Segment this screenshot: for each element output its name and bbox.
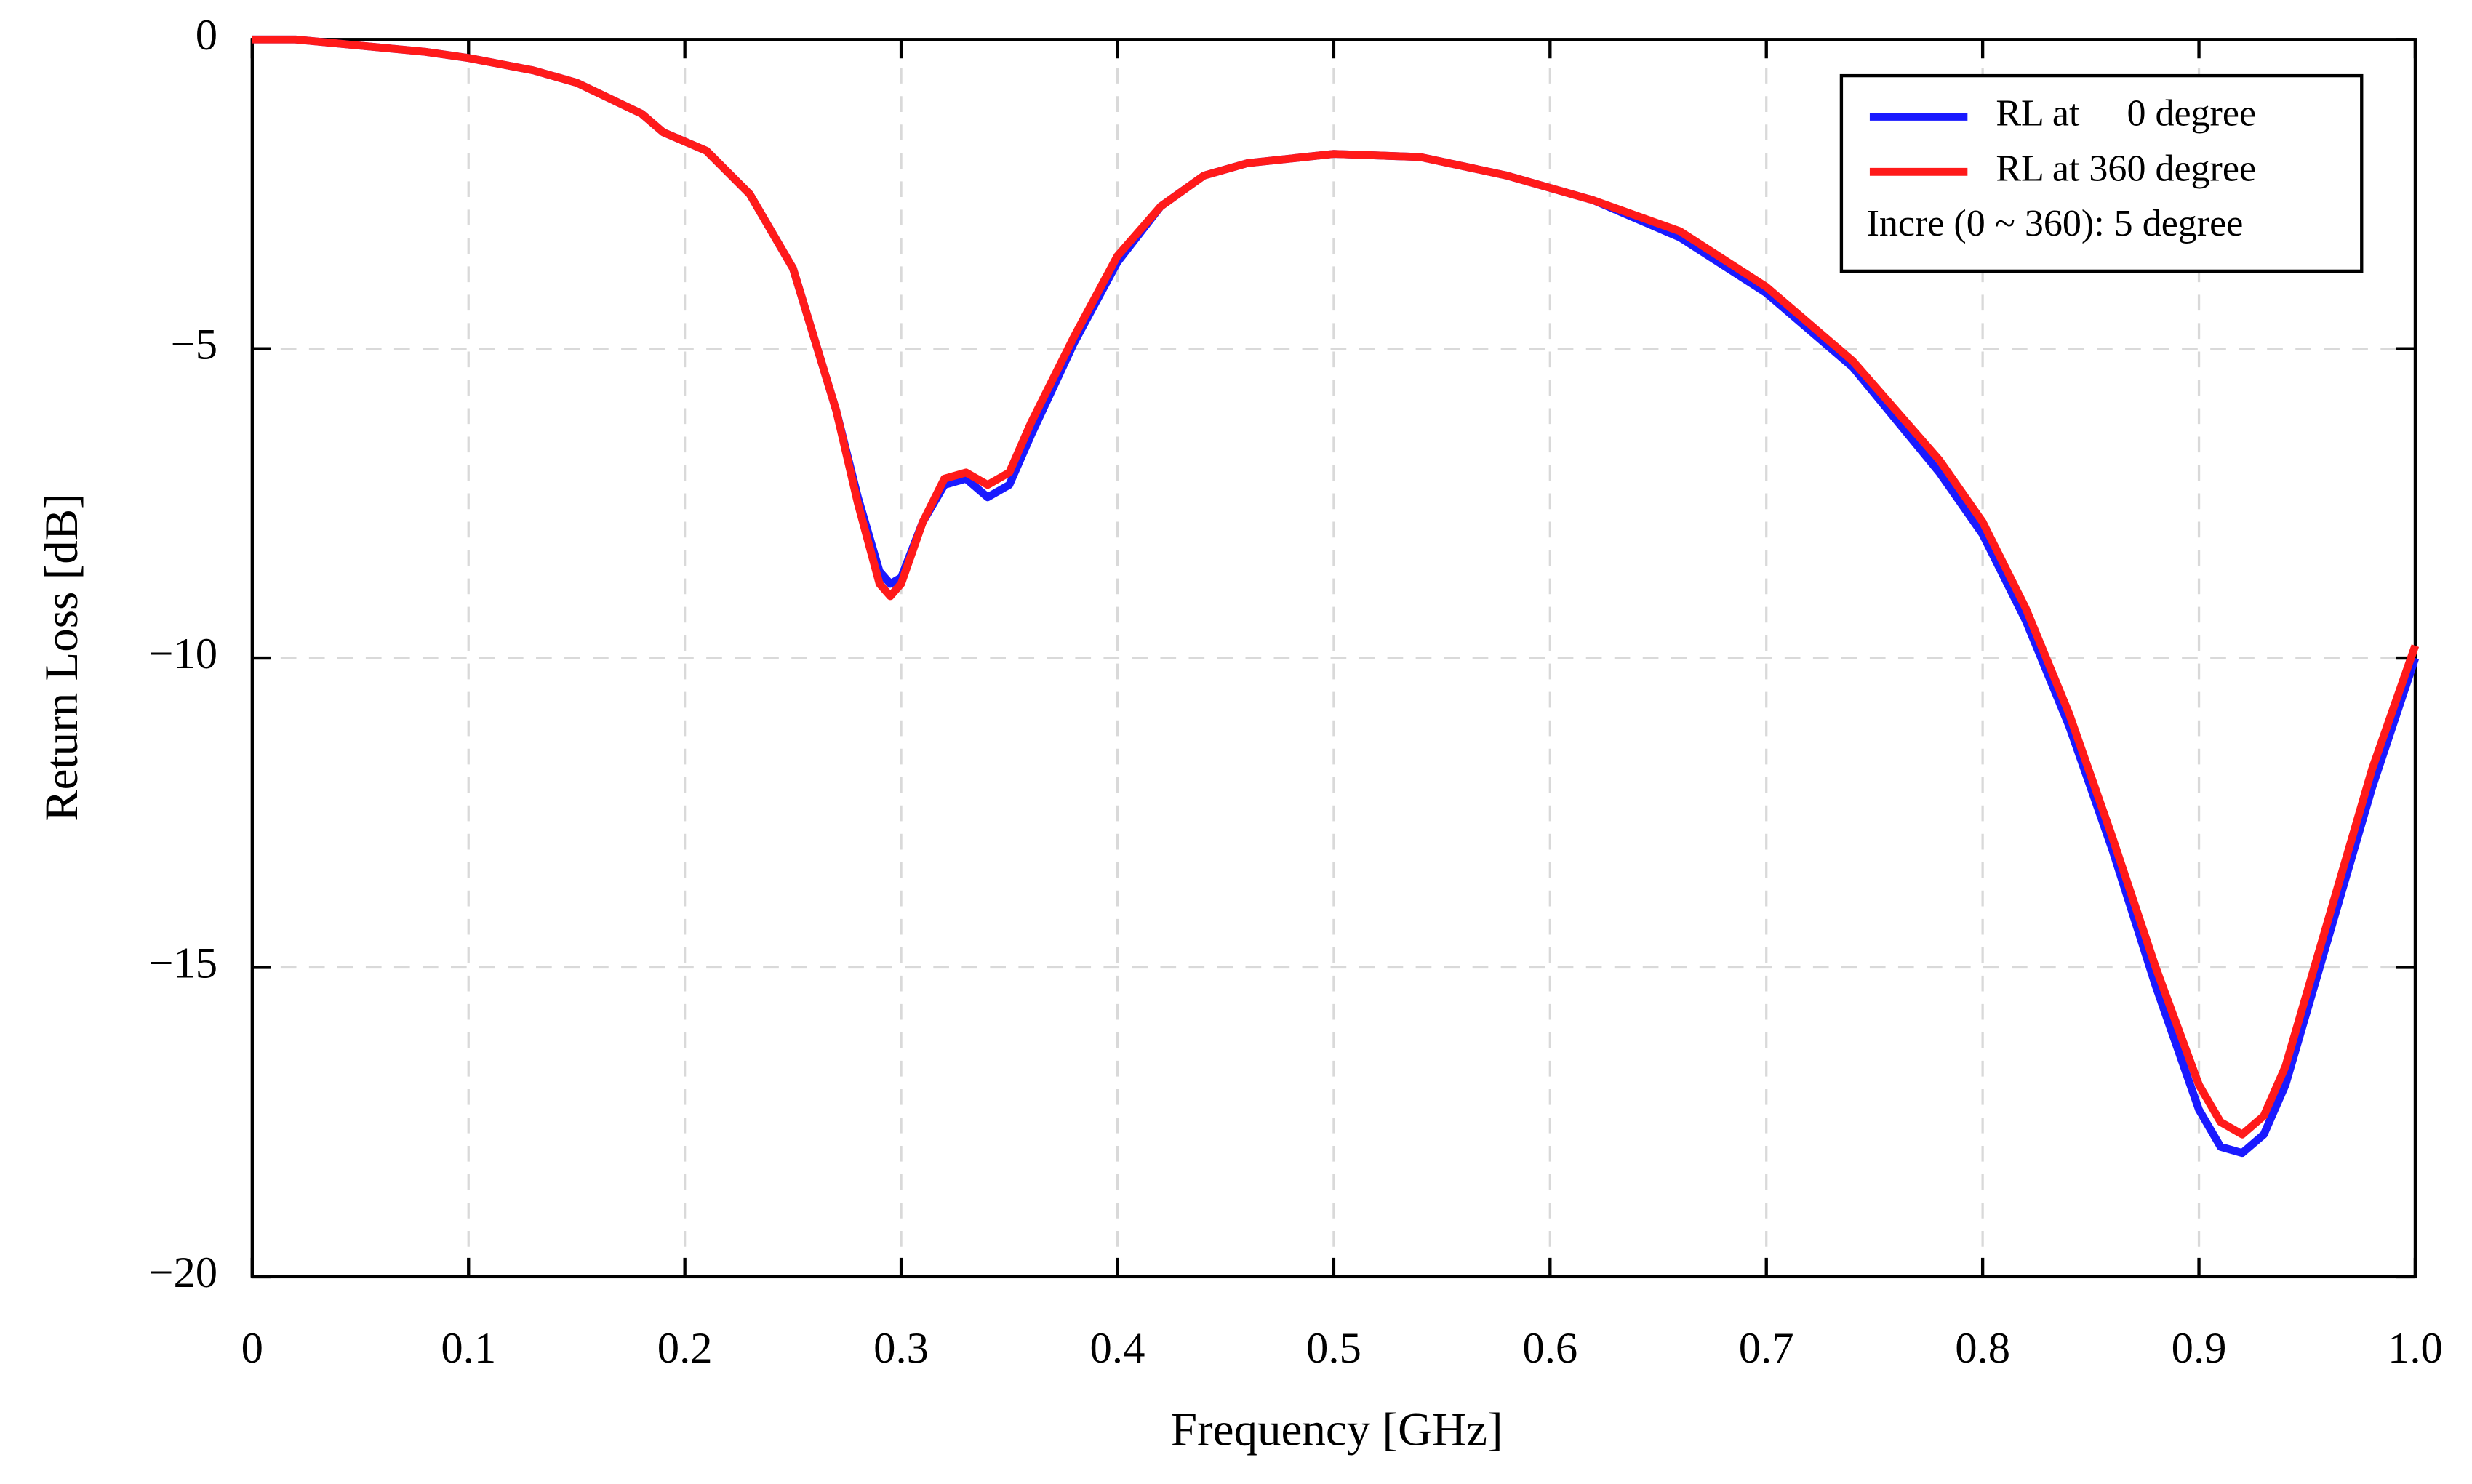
y-tick-label: 0 <box>196 11 217 60</box>
x-tick-label: 0.2 <box>657 1324 713 1373</box>
y-tick-label: −5 <box>171 321 218 369</box>
x-tick-label: 1.0 <box>2388 1324 2443 1373</box>
x-axis-label: Frequency [GHz] <box>1171 1404 1503 1456</box>
x-tick-label: 0.8 <box>1955 1324 2010 1373</box>
x-tick-label: 0.4 <box>1090 1324 1145 1373</box>
x-tick-label: 0.5 <box>1306 1324 1361 1373</box>
x-tick-label: 0.3 <box>873 1324 929 1373</box>
y-tick-label: −20 <box>148 1248 217 1297</box>
legend-label: RL at 0 degree <box>1996 92 2256 134</box>
y-tick-label: −10 <box>148 630 217 678</box>
series-line <box>252 35 2420 1139</box>
annotation: Incre (0 ~ 360): 5 degree <box>1867 203 2244 244</box>
x-tick-label: 0.6 <box>1522 1324 1577 1373</box>
legend: RL at 0 degree RL at 360 degree Incre (0 ~… <box>1839 73 2364 273</box>
x-tick-label: 0.1 <box>441 1324 496 1373</box>
x-tick-label: 0.9 <box>2172 1324 2227 1373</box>
y-axis-label: Return Loss [dB] <box>36 493 88 821</box>
x-tick-label: 0.7 <box>1739 1324 1794 1373</box>
x-tick-label: 0 <box>241 1324 263 1373</box>
y-tick-label: −15 <box>148 939 217 987</box>
legend-label: RL at 360 degree <box>1996 148 2256 189</box>
